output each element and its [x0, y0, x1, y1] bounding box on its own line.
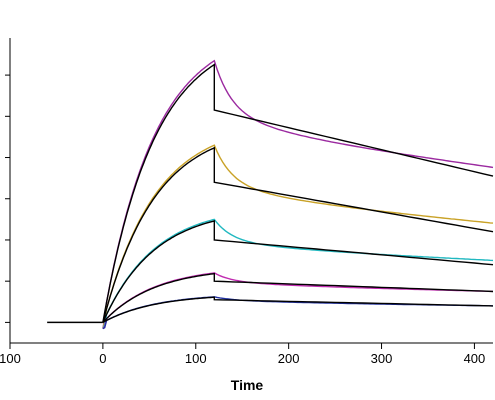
series-fit-1	[102, 63, 494, 323]
x-tick-label: 300	[371, 351, 393, 366]
x-axis-title: Time	[231, 377, 264, 393]
x-tick-label: 200	[278, 351, 300, 366]
series-measured-3	[102, 218, 494, 329]
axes: 100 0 100 200 300 400	[0, 38, 493, 366]
series-measured-2	[102, 144, 494, 329]
series-measured-4	[102, 272, 494, 330]
series-fit-3	[102, 219, 494, 323]
curves	[47, 59, 494, 330]
series-fit-2	[102, 146, 494, 323]
x-tick-label: 100	[0, 351, 21, 366]
x-tick-label: 400	[464, 351, 486, 366]
series-fit-5	[102, 296, 494, 324]
x-tick-label: 100	[185, 351, 207, 366]
series-fit-4	[102, 272, 494, 323]
x-tick-label: 0	[99, 351, 106, 366]
series-measured-1	[102, 59, 494, 329]
